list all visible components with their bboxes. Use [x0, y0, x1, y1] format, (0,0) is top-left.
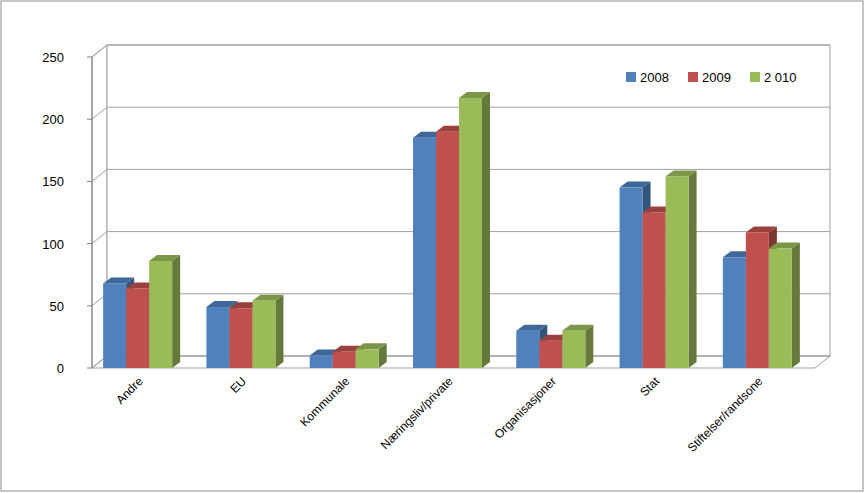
bar-front	[459, 98, 482, 368]
tick-mark	[87, 57, 92, 58]
x-tick-label: Næringsliv/private	[378, 374, 456, 452]
x-tick-label: Stat	[637, 374, 662, 399]
bar-front	[436, 132, 459, 368]
bar-front	[746, 232, 769, 368]
tick-mark	[87, 243, 92, 244]
bar-front	[516, 331, 539, 368]
chart-frame	[1, 1, 863, 491]
bar-side	[585, 325, 593, 368]
bar-front	[149, 261, 172, 368]
bar-front	[723, 257, 746, 368]
bar-top	[769, 243, 800, 249]
legend	[612, 58, 808, 96]
bar-top	[149, 255, 180, 261]
y-tick-label: 200	[42, 112, 64, 127]
bar-top	[666, 170, 697, 176]
x-tick-label: EU	[227, 374, 249, 396]
tick-mark	[87, 119, 92, 120]
bar-side	[482, 92, 490, 368]
bar-front	[666, 176, 689, 368]
bar-front	[229, 308, 252, 368]
x-tick-label: Andre	[113, 374, 146, 407]
bar	[149, 255, 180, 368]
bar-front	[643, 213, 666, 369]
bar-front	[356, 349, 379, 368]
tick-mark	[87, 368, 92, 369]
bar-front	[769, 249, 792, 368]
bar-side	[172, 255, 180, 368]
grid-line	[92, 45, 830, 57]
bar-front	[310, 356, 333, 368]
chart: 0 50 100 150 200 250 Andre EU Kommunale Næringsli…	[0, 0, 865, 493]
bar-top	[356, 343, 387, 349]
bar	[459, 92, 490, 368]
legend-swatch	[626, 72, 636, 82]
bar-top	[459, 92, 490, 98]
bar-side	[275, 295, 283, 368]
legend-label: 2008	[640, 70, 669, 85]
x-tick-label: Organisasjoner	[491, 374, 558, 441]
tick-mark	[87, 305, 92, 306]
x-tick-label: Stiftelser/randsone	[685, 374, 766, 455]
y-tick-label: 0	[57, 361, 64, 376]
x-tick-label: Kommunale	[297, 374, 352, 429]
bar-front	[333, 352, 356, 368]
bar-front	[252, 301, 275, 368]
bar-front	[562, 331, 585, 368]
tick-mark	[87, 181, 92, 182]
y-tick-label: 50	[50, 299, 64, 314]
bar-side	[792, 243, 800, 368]
bar	[769, 243, 800, 368]
bar-front	[126, 288, 149, 368]
bar	[666, 170, 697, 368]
bars	[103, 92, 800, 368]
legend-label: 2 010	[764, 70, 797, 85]
bar-top	[620, 182, 651, 188]
bar-top	[252, 295, 283, 301]
bar-front	[413, 138, 436, 368]
y-axis	[92, 57, 93, 368]
bar	[356, 343, 387, 368]
legend-swatch	[688, 72, 698, 82]
bar-top	[516, 325, 547, 331]
bar-front	[539, 341, 562, 368]
bar-front	[103, 283, 126, 368]
y-tick-label: 150	[42, 174, 64, 189]
bar-top	[746, 226, 777, 232]
y-tick-label: 100	[42, 237, 64, 252]
bar-front	[620, 188, 643, 368]
legend-swatch	[750, 72, 760, 82]
bar-top	[562, 325, 593, 331]
legend-label: 2009	[702, 70, 731, 85]
bar	[252, 295, 283, 368]
bar	[562, 325, 593, 368]
bar-top	[103, 277, 134, 283]
y-tick-label: 250	[42, 50, 64, 65]
bar-front	[206, 307, 229, 368]
bar-side	[689, 170, 697, 368]
